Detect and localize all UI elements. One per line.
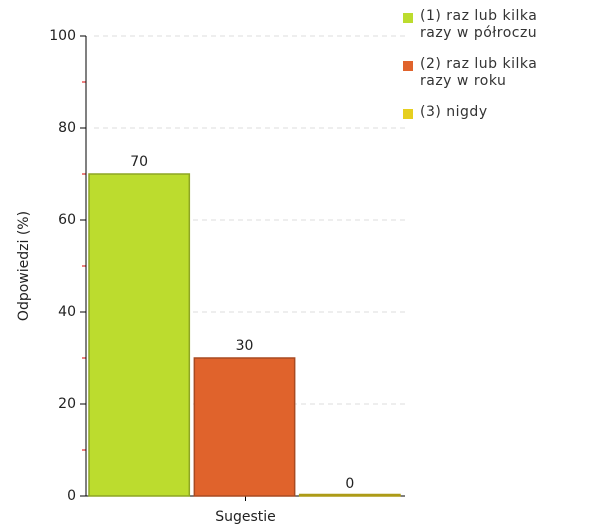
bar — [298, 493, 401, 497]
y-tick-label: 20 — [58, 396, 76, 412]
data-label: 70 — [130, 154, 148, 170]
legend-item: (3) nigdy — [400, 104, 560, 121]
y-tick-label: 60 — [58, 212, 76, 228]
legend: (1) raz lub kilka razy w półroczu (2) raz… — [400, 8, 590, 135]
y-tick-label: 0 — [67, 488, 76, 504]
y-tick-label: 80 — [58, 120, 76, 136]
legend-swatch — [403, 13, 413, 23]
y-tick-label: 40 — [58, 304, 76, 320]
legend-item: (1) raz lub kilka razy w półroczu — [400, 8, 560, 42]
legend-swatch — [403, 109, 413, 119]
y-tick-label: 100 — [49, 28, 76, 44]
x-tick-label: Sugestie — [215, 509, 276, 525]
legend-label: (2) raz lub kilka razy w roku — [420, 56, 538, 89]
bar — [88, 173, 191, 497]
bar — [193, 357, 296, 497]
legend-label: (3) nigdy — [420, 104, 488, 120]
data-label: 30 — [236, 338, 254, 354]
legend-label: (1) raz lub kilka razy w półroczu — [420, 8, 538, 41]
y-axis-label: Odpowiedzi (%) — [16, 211, 32, 321]
legend-item: (2) raz lub kilka razy w roku — [400, 56, 560, 90]
data-label: 0 — [345, 476, 354, 492]
legend-swatch — [403, 61, 413, 71]
